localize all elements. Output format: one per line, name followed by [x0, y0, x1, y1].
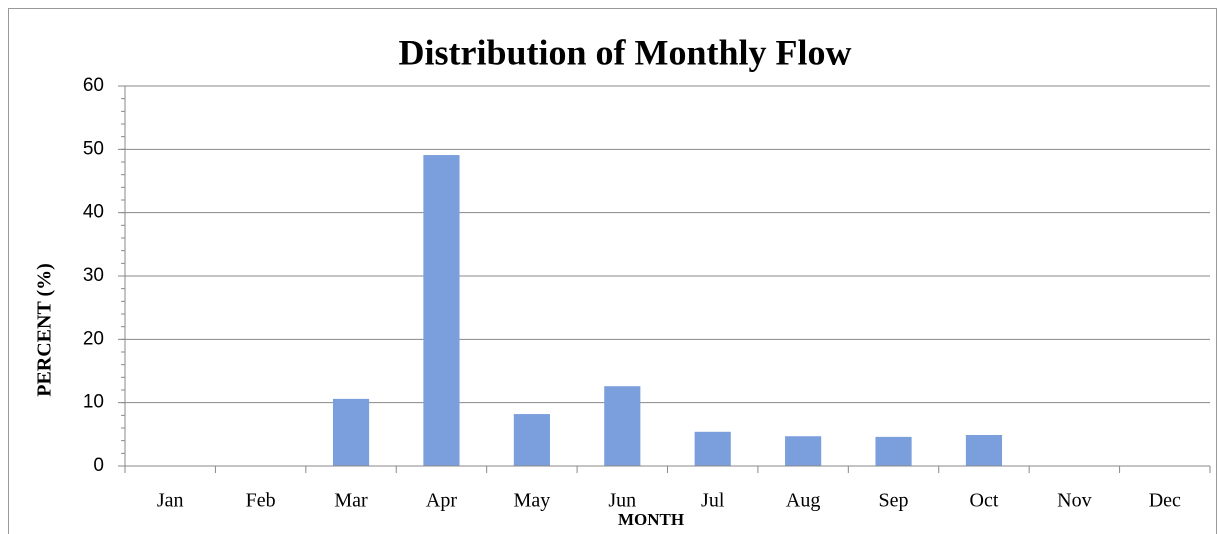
x-tick-label: Mar: [334, 490, 368, 512]
x-tick-label: May: [514, 490, 551, 512]
x-tick-label: Sep: [879, 490, 909, 512]
y-tick-label: 50: [83, 138, 104, 159]
y-tick-label: 10: [83, 392, 104, 413]
x-axis-title: MONTH: [618, 510, 684, 529]
x-tick-label: Aug: [786, 490, 820, 512]
y-tick-label: 30: [83, 265, 104, 286]
bar: [513, 414, 550, 466]
bar: [875, 436, 912, 466]
x-tick-label: Nov: [1057, 490, 1091, 512]
bar: [965, 434, 1003, 466]
bar: [785, 436, 822, 466]
y-tick-label: 20: [83, 328, 104, 349]
x-tick-label: Jul: [701, 490, 725, 512]
bar: [332, 398, 370, 466]
bar: [694, 431, 731, 466]
x-tick-label: Jan: [157, 490, 184, 512]
x-tick-label: Apr: [426, 490, 457, 512]
bar: [423, 155, 460, 467]
bar: [604, 386, 641, 466]
chart-title: Distribution of Monthly Flow: [398, 32, 851, 72]
y-tick-label: 60: [83, 75, 104, 96]
chart-frame: [8, 8, 1217, 534]
x-tick-label: Oct: [970, 490, 999, 512]
x-tick-label: Feb: [246, 490, 276, 512]
x-tick-label: Dec: [1149, 490, 1181, 512]
y-tick-label: 0: [93, 455, 104, 476]
y-tick-label: 40: [83, 202, 104, 223]
y-axis-title: PERCENT (%): [34, 263, 56, 397]
x-tick-label: Jun: [608, 490, 636, 512]
